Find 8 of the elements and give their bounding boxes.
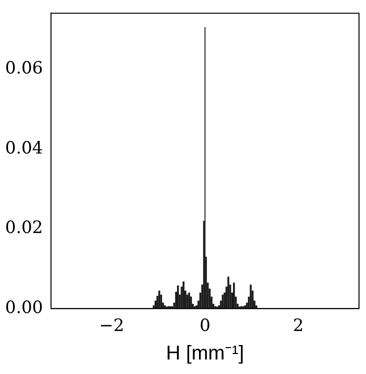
y-tick-label: 0.06	[5, 58, 43, 79]
x-axis-title: H [mm⁻¹]	[166, 342, 244, 365]
y-tick-label: 0.00	[5, 298, 43, 318]
x-tick-label: 0	[200, 316, 210, 336]
x-tick-label: −2	[99, 316, 124, 336]
x-tick-label: 2	[292, 316, 304, 336]
y-tick-label: 0.04	[5, 138, 43, 158]
y-tick-label: 0.02	[5, 218, 43, 238]
